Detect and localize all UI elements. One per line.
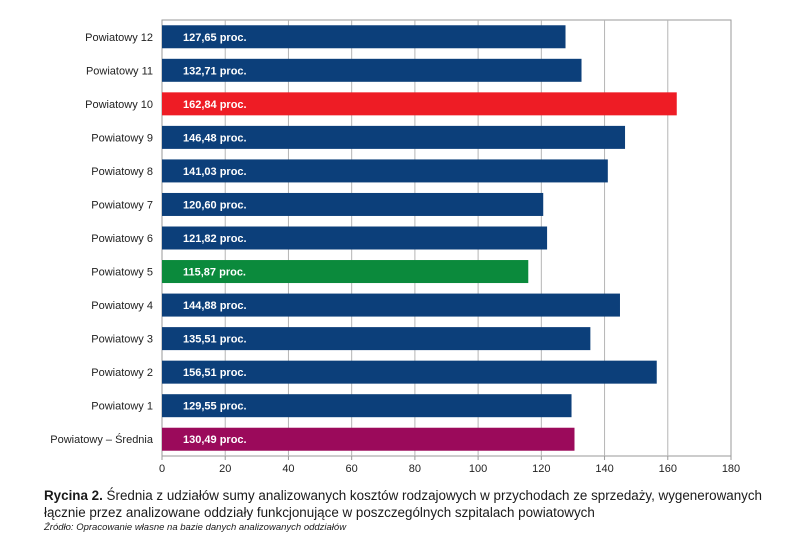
bar-value-label: 141,03 proc.: [183, 166, 247, 178]
caption-text: Średnia z udziałów sumy analizowanych ko…: [44, 488, 763, 520]
bar: [162, 394, 572, 418]
category-label: Powiatowy 9: [91, 132, 153, 144]
category-label: Powiatowy – Średnia: [50, 433, 154, 446]
category-label: Powiatowy 8: [91, 166, 153, 178]
x-tick-label: 0: [159, 463, 165, 475]
category-label: Powiatowy 6: [91, 233, 153, 245]
x-tick-label: 20: [219, 463, 231, 475]
x-tick-label: 100: [469, 463, 487, 475]
x-tick-label: 80: [409, 463, 421, 475]
bar-value-label: 162,84 proc.: [183, 99, 247, 111]
bar: [162, 159, 608, 183]
bar-value-label: 135,51 proc.: [183, 334, 247, 346]
bar: [162, 360, 657, 384]
bar-value-label: 115,87 proc.: [183, 267, 246, 279]
category-label: Powiatowy 7: [91, 199, 153, 211]
bar: [162, 427, 575, 451]
category-label: Powiatowy 5: [91, 267, 153, 279]
figure-source: Źródło: Opracowanie własne na bazie dany…: [44, 522, 347, 533]
category-label: Powiatowy 2: [91, 367, 153, 379]
bar: [162, 327, 591, 351]
x-tick-label: 60: [346, 463, 358, 475]
bar: [162, 192, 544, 216]
bar-value-label: 146,48 proc.: [183, 132, 247, 144]
x-axis-ticks: 0 20 40 60 80 100 120 140 160 180: [159, 456, 740, 475]
bar: [162, 260, 529, 284]
category-label: Powiatowy 11: [86, 65, 153, 77]
bar-value-label: 144,88 proc.: [183, 300, 247, 312]
bar-value-label: 127,65 proc.: [183, 32, 247, 44]
x-tick-label: 160: [659, 463, 677, 475]
category-label: Powiatowy 4: [91, 300, 153, 312]
category-label: Powiatowy 12: [85, 32, 153, 44]
x-tick-label: 180: [722, 463, 740, 475]
y-axis-labels: Powiatowy 12 Powiatowy 11 Powiatowy 10 Powi…: [50, 32, 154, 446]
bar: [162, 293, 620, 317]
bar-value-label: 121,82 proc.: [183, 233, 247, 245]
bar-value-label: 156,51 proc.: [183, 367, 247, 379]
bar: [162, 226, 548, 250]
bar-value-label: 120,60 proc.: [183, 199, 247, 211]
bar: [162, 92, 677, 116]
bar: [162, 125, 626, 149]
caption-label: Rycina 2.: [44, 488, 103, 503]
bar-value-label: 129,55 proc.: [183, 401, 247, 413]
bar: [162, 25, 566, 49]
bar-value-label: 132,71 proc.: [183, 65, 247, 77]
x-tick-label: 120: [532, 463, 550, 475]
bar-chart: 127,65 proc. 132,71 proc. 162,84 proc. 146,…: [50, 19, 740, 475]
figure-caption: Rycina 2. Średnia z udziałów sumy analiz…: [44, 487, 784, 521]
category-label: Powiatowy 3: [91, 334, 153, 346]
category-label: Powiatowy 1: [91, 401, 153, 413]
bar: [162, 58, 582, 82]
bar-value-label: 130,49 proc.: [183, 434, 247, 446]
category-label: Powiatowy 10: [85, 99, 153, 111]
bars-group: 127,65 proc. 132,71 proc. 162,84 proc. 146,…: [162, 25, 677, 451]
x-tick-label: 140: [595, 463, 613, 475]
x-tick-label: 40: [282, 463, 294, 475]
